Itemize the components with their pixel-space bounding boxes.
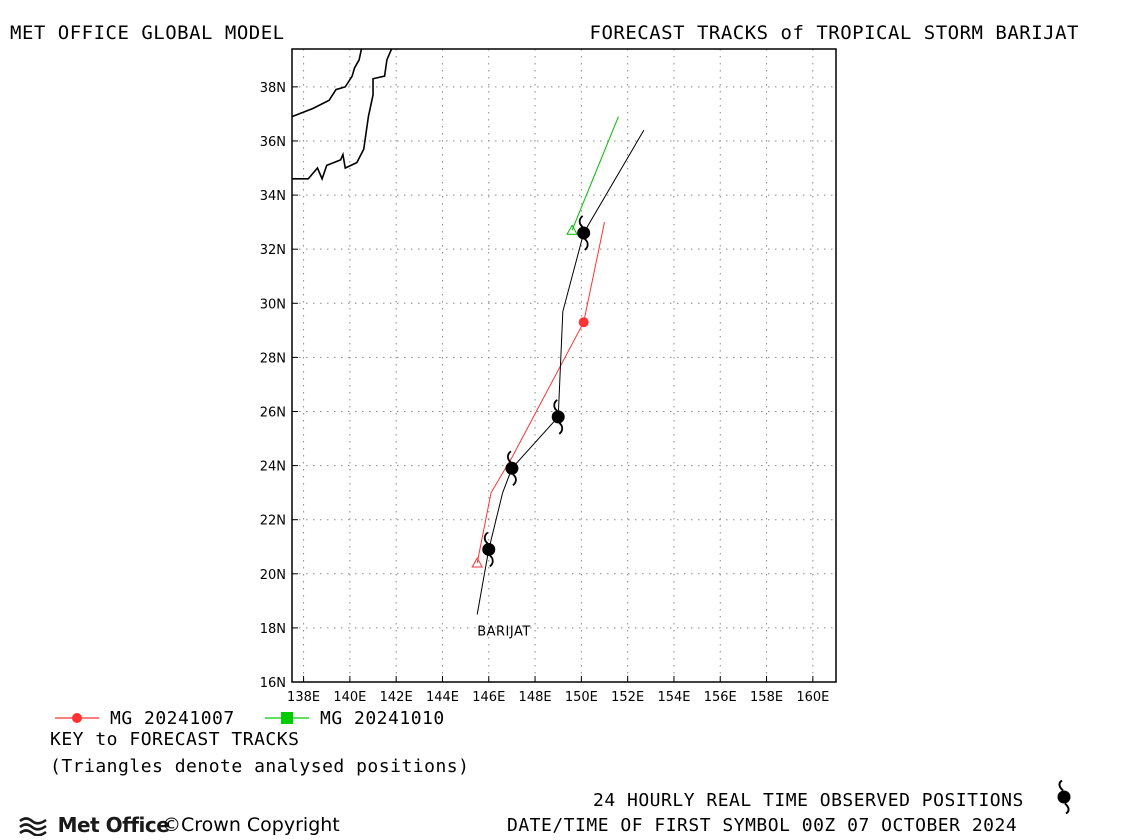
legend-label-mg-20241010: MG 20241010 bbox=[320, 708, 445, 729]
lat-tick-label: 16N bbox=[260, 676, 286, 691]
lon-tick-label: 138E bbox=[287, 690, 320, 705]
first-symbol-datetime: DATE/TIME OF FIRST SYMBOL 00Z 07 OCTOBER… bbox=[507, 815, 1018, 836]
lat-tick-label: 30N bbox=[260, 297, 286, 312]
observed-position-symbol bbox=[577, 215, 591, 251]
observed-position-symbol bbox=[482, 531, 496, 568]
legend-swatch-mg-20241010 bbox=[265, 712, 309, 724]
lon-tick-label: 144E bbox=[426, 690, 459, 705]
analysed-position-triangle bbox=[471, 556, 484, 568]
observed-positions-caption: 24 HOURLY REAL TIME OBSERVED POSITIONS bbox=[593, 790, 1024, 811]
lon-tick-label: 160E bbox=[796, 690, 829, 705]
storm-symbol-arm bbox=[507, 450, 512, 464]
lon-tick-label: 158E bbox=[750, 690, 783, 705]
lat-tick-label: 38N bbox=[260, 81, 286, 96]
observed-track-line bbox=[476, 129, 645, 615]
storm-symbol-arm bbox=[558, 422, 564, 435]
forecast-track bbox=[471, 222, 606, 568]
lon-tick-label: 148E bbox=[519, 690, 552, 705]
storm-symbol-core bbox=[505, 461, 519, 475]
coastline bbox=[291, 48, 393, 182]
observed-position-symbol bbox=[505, 450, 519, 487]
storm-symbol-core bbox=[551, 410, 565, 424]
legend-label-mg-20241007: MG 20241007 bbox=[110, 708, 235, 729]
map-frame bbox=[291, 48, 837, 683]
coastline-segment bbox=[291, 48, 363, 118]
forecast-track-line bbox=[476, 222, 606, 564]
met-office-logo: Met Office bbox=[18, 813, 170, 837]
lat-tick-label: 18N bbox=[260, 622, 286, 637]
crown-copyright: ©Crown Copyright bbox=[162, 814, 340, 836]
axis-ticks: 138E 140E 142E 144E 146E 148E 150E 152E 154E 156E… bbox=[260, 81, 830, 705]
lat-tick-label: 24N bbox=[260, 460, 286, 475]
lon-tick-label: 150E bbox=[565, 690, 598, 705]
storm-name-label: BARIJAT bbox=[477, 625, 531, 640]
storm-symbol-arm bbox=[489, 554, 494, 568]
storm-symbol-arm bbox=[553, 399, 558, 412]
forecast-track bbox=[566, 116, 619, 235]
storm-symbol-core bbox=[577, 226, 591, 240]
chart-title: FORECAST TRACKS of TROPICAL STORM BARIJA… bbox=[589, 22, 1079, 44]
lat-tick-label: 34N bbox=[260, 189, 286, 204]
forecast-track-marker bbox=[578, 317, 589, 328]
lon-tick-label: 146E bbox=[472, 690, 505, 705]
storm-symbol-arm bbox=[578, 215, 584, 228]
lat-tick-label: 28N bbox=[260, 351, 286, 366]
lat-tick-label: 32N bbox=[260, 243, 286, 258]
lat-tick-label: 22N bbox=[260, 514, 286, 529]
storm-symbol-icon bbox=[1057, 780, 1071, 814]
model-title: MET OFFICE GLOBAL MODEL bbox=[10, 22, 285, 44]
coastline-segment bbox=[292, 48, 393, 182]
track-layer bbox=[471, 116, 645, 615]
forecast-track-line bbox=[571, 116, 619, 231]
storm-symbol-arm bbox=[584, 238, 589, 251]
lat-tick-label: 36N bbox=[260, 135, 286, 150]
lon-tick-label: 156E bbox=[704, 690, 737, 705]
legend-key-title: KEY to FORECAST TRACKS bbox=[50, 729, 300, 750]
lon-tick-label: 152E bbox=[611, 690, 644, 705]
storm-symbol-arm bbox=[512, 473, 517, 487]
analysed-position-triangle bbox=[566, 224, 578, 235]
lon-tick-label: 140E bbox=[333, 690, 366, 705]
lat-tick-label: 26N bbox=[260, 405, 286, 420]
lon-tick-label: 154E bbox=[657, 690, 690, 705]
observed-position-symbol bbox=[551, 399, 565, 435]
lon-tick-label: 142E bbox=[380, 690, 413, 705]
lat-tick-label: 20N bbox=[260, 568, 286, 583]
storm-symbol-arm bbox=[483, 531, 489, 545]
wave-logo-icon bbox=[19, 817, 47, 837]
legend-swatch-mg-20241007 bbox=[55, 713, 99, 723]
logo-text: Met Office bbox=[57, 813, 170, 837]
storm-symbol-core bbox=[482, 542, 496, 556]
legend-key-note: (Triangles denote analysed positions) bbox=[50, 756, 470, 777]
graticule bbox=[292, 49, 836, 682]
